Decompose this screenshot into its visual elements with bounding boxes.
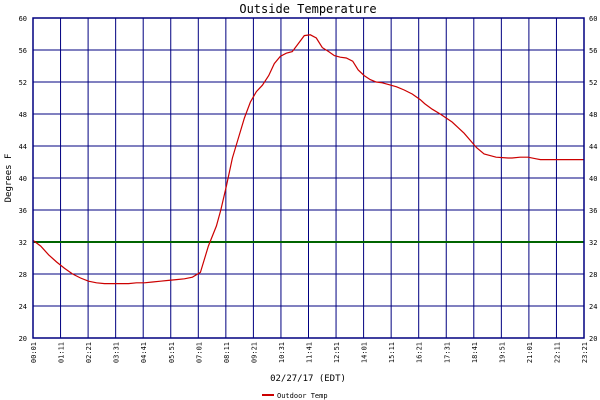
x-tick-label: 14:01 <box>361 342 369 363</box>
x-tick-label: 04:41 <box>140 342 148 363</box>
y-tick-label: 40 <box>19 175 27 183</box>
y-tick-label-right: 40 <box>589 175 597 183</box>
x-tick-label: 23:21 <box>581 342 589 363</box>
y-tick-label: 32 <box>19 239 27 247</box>
y-tick-label-right: 32 <box>589 239 597 247</box>
x-tick-label: 17:31 <box>443 342 451 363</box>
chart-title: Outside Temperature <box>239 2 376 16</box>
x-tick-label: 18:41 <box>471 342 479 363</box>
x-tick-label: 01:11 <box>58 342 66 363</box>
y-tick-label: 44 <box>19 143 27 151</box>
y-tick-label: 20 <box>19 335 27 343</box>
series-line-outdoor-temp <box>32 34 584 285</box>
y-tick-label-right: 24 <box>589 303 597 311</box>
y-tick-labels-left: 20 24 28 32 36 40 44 48 52 56 60 <box>19 15 27 343</box>
y-tick-label-right: 60 <box>589 15 597 23</box>
y-tick-label: 56 <box>19 47 27 55</box>
y-tick-labels-right: 20 24 28 32 36 40 44 48 52 56 60 <box>589 15 597 343</box>
x-tick-label: 22:11 <box>553 342 561 363</box>
y-tick-label-right: 36 <box>589 207 597 215</box>
y-tick-label-right: 28 <box>589 271 597 279</box>
x-tick-label: 12:51 <box>333 342 341 363</box>
y-tick-label-right: 48 <box>589 111 597 119</box>
x-tick-label: 02:21 <box>85 342 93 363</box>
x-tick-label: 11:41 <box>306 342 314 363</box>
x-tick-label: 10:31 <box>278 342 286 363</box>
x-tick-label: 08:11 <box>223 342 231 363</box>
x-tick-labels: 00:01 01:11 02:21 03:31 04:41 05:51 07:01 08:11… <box>30 342 589 363</box>
y-tick-label-right: 52 <box>589 79 597 87</box>
y-tick-label: 52 <box>19 79 27 87</box>
y-tick-label-right: 20 <box>589 335 597 343</box>
y-axis-label: Degrees F <box>4 154 14 203</box>
y-tick-label-right: 44 <box>589 143 597 151</box>
x-tick-label: 19:51 <box>498 342 506 363</box>
y-tick-label-right: 56 <box>589 47 597 55</box>
plot-frame <box>32 17 585 339</box>
y-tick-label: 28 <box>19 271 27 279</box>
x-axis-label: 02/27/17 (EDT) <box>270 374 346 384</box>
x-tick-label: 09:21 <box>250 342 258 363</box>
x-tick-label: 16:21 <box>416 342 424 363</box>
x-tick-label: 03:31 <box>113 342 121 363</box>
x-tick-label: 15:11 <box>388 342 396 363</box>
x-tick-label: 07:01 <box>195 342 203 363</box>
x-tick-label: 00:01 <box>30 342 38 363</box>
y-tick-label: 48 <box>19 111 27 119</box>
y-tick-label: 36 <box>19 207 27 215</box>
legend: Outdoor Temp <box>262 392 328 400</box>
y-tick-label: 60 <box>19 15 27 23</box>
grid-lines <box>32 17 585 339</box>
y-tick-label: 24 <box>19 303 27 311</box>
x-tick-label: 21:01 <box>526 342 534 363</box>
legend-label: Outdoor Temp <box>277 392 328 400</box>
x-tick-label: 05:51 <box>168 342 176 363</box>
